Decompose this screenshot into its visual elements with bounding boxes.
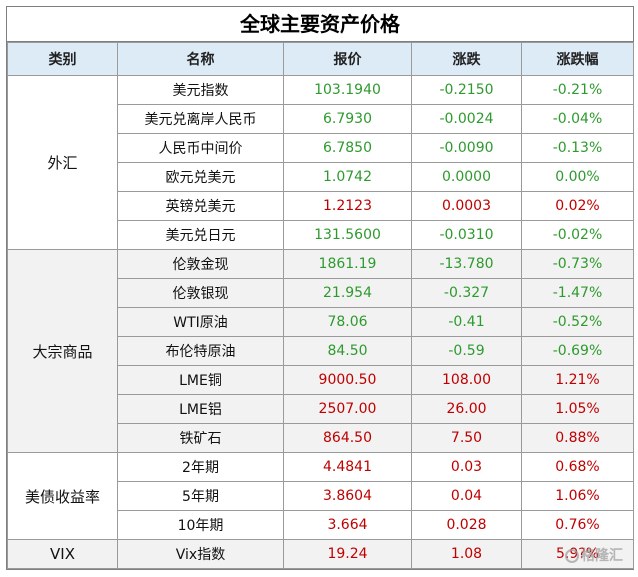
pct-cell: -0.73%: [521, 249, 634, 279]
change-cell: -0.0090: [411, 133, 522, 163]
table-row: 大宗商品 伦敦金现 1861.19 -13.780 -0.73%: [7, 249, 634, 453]
category-cell: 美债收益率: [7, 452, 118, 540]
header-change: 涨跌: [411, 42, 522, 76]
name-cell: 伦敦银现: [117, 278, 284, 308]
pct-cell: 1.06%: [521, 481, 634, 511]
name-cell: 英镑兑美元: [117, 191, 284, 221]
name-cell: LME铜: [117, 365, 284, 395]
header-pct: 涨跌幅: [521, 42, 634, 76]
table-row: VIX Vix指数 19.24 1.08 5.9?%: [7, 539, 634, 569]
category-cell: VIX: [7, 539, 118, 569]
header-name: 名称: [117, 42, 284, 76]
price-cell: 84.50: [283, 336, 412, 366]
change-cell: 0.028: [411, 510, 522, 540]
price-cell: 1.0742: [283, 162, 412, 192]
name-cell: 铁矿石: [117, 423, 284, 453]
change-cell: 108.00: [411, 365, 522, 395]
asset-table: 类别 名称 报价 涨跌 涨跌幅 外汇 美元指数 103.1940 -0.2150 -0.…: [7, 42, 634, 569]
pct-cell: -0.52%: [521, 307, 634, 337]
price-cell: 2507.00: [283, 394, 412, 424]
price-cell: 1.2123: [283, 191, 412, 221]
table-row: 10年期 3.664 0.028 0.76%: [8, 510, 634, 540]
table-row: 布伦特原油 84.50 -0.59 -0.69%: [8, 336, 634, 366]
table-row: LME铜 9000.50 108.00 1.21%: [8, 365, 634, 395]
table-row: 人民币中间价 6.7850 -0.0090 -0.13%: [8, 133, 634, 163]
name-cell: 人民币中间价: [117, 133, 284, 163]
pct-cell: 1.21%: [521, 365, 634, 395]
change-cell: 7.50: [411, 423, 522, 453]
pct-cell: 0.02%: [521, 191, 634, 221]
pct-cell: -0.21%: [521, 75, 634, 105]
pct-cell: 1.05%: [521, 394, 634, 424]
price-cell: 3.664: [283, 510, 412, 540]
table-row: WTI原油 78.06 -0.41 -0.52%: [8, 307, 634, 337]
price-cell: 103.1940: [283, 75, 412, 105]
price-cell: 6.7850: [283, 133, 412, 163]
pct-cell: -0.69%: [521, 336, 634, 366]
name-cell: 10年期: [117, 510, 284, 540]
table-row: 外汇 美元指数 103.1940 -0.2150 -0.21%: [7, 75, 634, 250]
price-cell: 19.24: [283, 539, 412, 569]
category-cell: 大宗商品: [7, 249, 118, 453]
name-cell: 伦敦金现: [117, 249, 284, 279]
name-cell: 美元指数: [117, 75, 284, 105]
name-cell: 欧元兑美元: [117, 162, 284, 192]
header-row: 类别 名称 报价 涨跌 涨跌幅: [7, 42, 634, 76]
pct-cell: -0.04%: [521, 104, 634, 134]
change-cell: 1.08: [411, 539, 522, 569]
change-cell: 26.00: [411, 394, 522, 424]
change-cell: 0.03: [411, 452, 522, 482]
change-cell: -0.2150: [411, 75, 522, 105]
pct-cell: 0.00%: [521, 162, 634, 192]
price-cell: 3.8604: [283, 481, 412, 511]
sheet-title: 全球主要资产价格: [7, 7, 633, 42]
change-cell: 0.0003: [411, 191, 522, 221]
change-cell: -0.59: [411, 336, 522, 366]
change-cell: 0.04: [411, 481, 522, 511]
price-cell: 9000.50: [283, 365, 412, 395]
pct-cell: 0.76%: [521, 510, 634, 540]
price-cell: 131.5600: [283, 220, 412, 250]
name-cell: WTI原油: [117, 307, 284, 337]
change-cell: -0.0310: [411, 220, 522, 250]
table-row: 欧元兑美元 1.0742 0.0000 0.00%: [8, 162, 634, 192]
name-cell: 5年期: [117, 481, 284, 511]
name-cell: 2年期: [117, 452, 284, 482]
watermark-logo-icon: [565, 549, 579, 563]
watermark-text: 格隆汇: [581, 548, 623, 564]
table-body: 外汇 美元指数 103.1940 -0.2150 -0.21% 美元兑离岸人民币 6.793…: [7, 75, 634, 569]
change-cell: -0.327: [411, 278, 522, 308]
pct-cell: 0.88%: [521, 423, 634, 453]
table-row: 伦敦银现 21.954 -0.327 -1.47%: [8, 278, 634, 308]
name-cell: LME铝: [117, 394, 284, 424]
price-cell: 4.4841: [283, 452, 412, 482]
price-cell: 78.06: [283, 307, 412, 337]
table-row: 美元兑离岸人民币 6.7930 -0.0024 -0.04%: [8, 104, 634, 134]
name-cell: 布伦特原油: [117, 336, 284, 366]
price-cell: 6.7930: [283, 104, 412, 134]
pct-cell: 0.68%: [521, 452, 634, 482]
price-cell: 1861.19: [283, 249, 412, 279]
table-row: LME铝 2507.00 26.00 1.05%: [8, 394, 634, 424]
price-cell: 864.50: [283, 423, 412, 453]
pct-cell: -0.13%: [521, 133, 634, 163]
watermark: 格隆汇: [565, 545, 623, 565]
table-row: 美债收益率 2年期 4.4841 0.03 0.68%: [7, 452, 634, 540]
table-row: 英镑兑美元 1.2123 0.0003 0.02%: [8, 191, 634, 221]
price-cell: 21.954: [283, 278, 412, 308]
change-cell: -0.41: [411, 307, 522, 337]
change-cell: -0.0024: [411, 104, 522, 134]
asset-price-sheet: 全球主要资产价格 类别 名称 报价 涨跌 涨跌幅 外汇 美元指数 103.1940-…: [6, 6, 634, 570]
pct-cell: -1.47%: [521, 278, 634, 308]
name-cell: 美元兑离岸人民币: [117, 104, 284, 134]
header-category: 类别: [7, 42, 118, 76]
category-cell: 外汇: [7, 75, 118, 250]
pct-cell: -0.02%: [521, 220, 634, 250]
header-price: 报价: [283, 42, 412, 76]
name-cell: Vix指数: [117, 539, 284, 569]
change-cell: -13.780: [411, 249, 522, 279]
table-row: 5年期 3.8604 0.04 1.06%: [8, 481, 634, 511]
change-cell: 0.0000: [411, 162, 522, 192]
name-cell: 美元兑日元: [117, 220, 284, 250]
